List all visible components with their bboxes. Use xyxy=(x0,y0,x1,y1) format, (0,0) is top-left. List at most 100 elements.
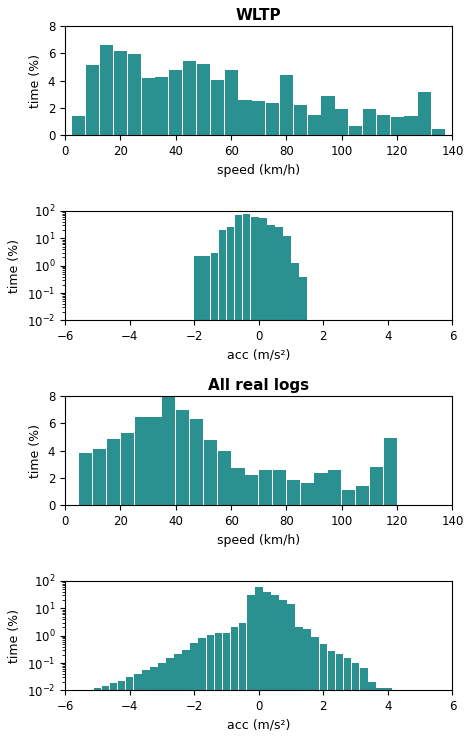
Bar xyxy=(150,667,158,740)
Bar xyxy=(368,682,376,740)
Bar xyxy=(114,50,127,135)
Bar xyxy=(245,474,259,505)
Bar xyxy=(287,605,295,740)
Bar xyxy=(283,236,291,740)
X-axis label: acc (m/s²): acc (m/s²) xyxy=(227,349,290,362)
Bar xyxy=(110,684,118,740)
Bar xyxy=(190,643,198,740)
Y-axis label: time (%): time (%) xyxy=(29,423,42,477)
Bar xyxy=(86,65,99,135)
Bar xyxy=(93,449,106,505)
Bar xyxy=(291,263,299,740)
Bar xyxy=(273,471,286,505)
Bar xyxy=(432,129,445,135)
Bar xyxy=(376,688,384,740)
Bar xyxy=(72,115,85,135)
Bar xyxy=(197,64,210,135)
Bar xyxy=(194,256,202,740)
Bar xyxy=(303,629,311,740)
Bar xyxy=(231,628,238,740)
Bar xyxy=(252,101,265,135)
Bar xyxy=(158,663,166,740)
Bar xyxy=(223,633,230,740)
X-axis label: speed (km/h): speed (km/h) xyxy=(217,534,300,547)
Bar xyxy=(155,77,169,135)
Bar xyxy=(148,417,161,505)
Title: WLTP: WLTP xyxy=(236,8,282,24)
Bar xyxy=(328,650,335,740)
Bar xyxy=(135,417,148,505)
Bar xyxy=(271,595,279,740)
X-axis label: acc (m/s²): acc (m/s²) xyxy=(227,719,290,732)
Bar xyxy=(377,115,390,135)
Bar xyxy=(126,676,134,740)
Bar xyxy=(279,600,287,740)
Bar xyxy=(335,110,348,135)
Bar xyxy=(183,61,196,135)
Bar xyxy=(107,439,120,505)
Bar xyxy=(162,397,176,505)
Bar xyxy=(219,230,226,740)
Bar xyxy=(424,695,432,740)
Bar xyxy=(225,70,238,135)
Bar xyxy=(263,592,270,740)
Bar xyxy=(211,253,218,740)
Bar xyxy=(101,685,109,740)
Bar xyxy=(400,692,408,740)
Bar xyxy=(308,115,320,135)
Bar xyxy=(329,470,341,505)
Bar xyxy=(79,453,93,505)
Bar xyxy=(301,482,314,505)
Y-axis label: time (%): time (%) xyxy=(8,608,21,662)
Bar xyxy=(432,696,440,740)
Bar xyxy=(321,96,335,135)
Bar xyxy=(266,103,279,135)
Bar xyxy=(198,639,206,740)
Bar xyxy=(118,681,126,740)
Bar xyxy=(85,693,93,740)
Bar xyxy=(255,587,262,740)
Bar xyxy=(142,670,150,740)
Bar xyxy=(127,54,141,135)
Bar xyxy=(259,471,272,505)
Bar xyxy=(142,78,155,135)
Bar xyxy=(218,451,231,505)
X-axis label: speed (km/h): speed (km/h) xyxy=(217,164,300,177)
Bar xyxy=(231,468,244,505)
Bar xyxy=(405,115,418,135)
Bar xyxy=(356,486,369,505)
Bar xyxy=(166,658,174,740)
Bar xyxy=(100,45,113,135)
Bar xyxy=(202,256,210,740)
Bar xyxy=(247,595,254,740)
Bar xyxy=(384,688,392,740)
Bar xyxy=(169,70,182,135)
Bar xyxy=(243,214,251,740)
Bar xyxy=(418,92,431,135)
Bar xyxy=(360,668,368,740)
Bar xyxy=(251,217,259,740)
Bar xyxy=(238,100,252,135)
Bar xyxy=(174,653,182,740)
Bar xyxy=(370,467,383,505)
Bar xyxy=(287,480,300,505)
Y-axis label: time (%): time (%) xyxy=(8,238,21,292)
Bar xyxy=(280,75,293,135)
Bar xyxy=(390,117,404,135)
Bar xyxy=(392,690,400,740)
Bar xyxy=(440,699,448,740)
Bar xyxy=(344,658,351,740)
Bar xyxy=(227,227,235,740)
Bar xyxy=(352,663,360,740)
Bar xyxy=(176,410,189,505)
Bar xyxy=(259,218,267,740)
Bar xyxy=(207,634,214,740)
Bar xyxy=(314,473,328,505)
Bar xyxy=(294,105,307,135)
Bar xyxy=(121,433,134,505)
Bar xyxy=(134,674,142,740)
Bar xyxy=(211,80,224,135)
Bar xyxy=(190,419,203,505)
Bar xyxy=(93,688,101,740)
Bar xyxy=(320,644,327,740)
